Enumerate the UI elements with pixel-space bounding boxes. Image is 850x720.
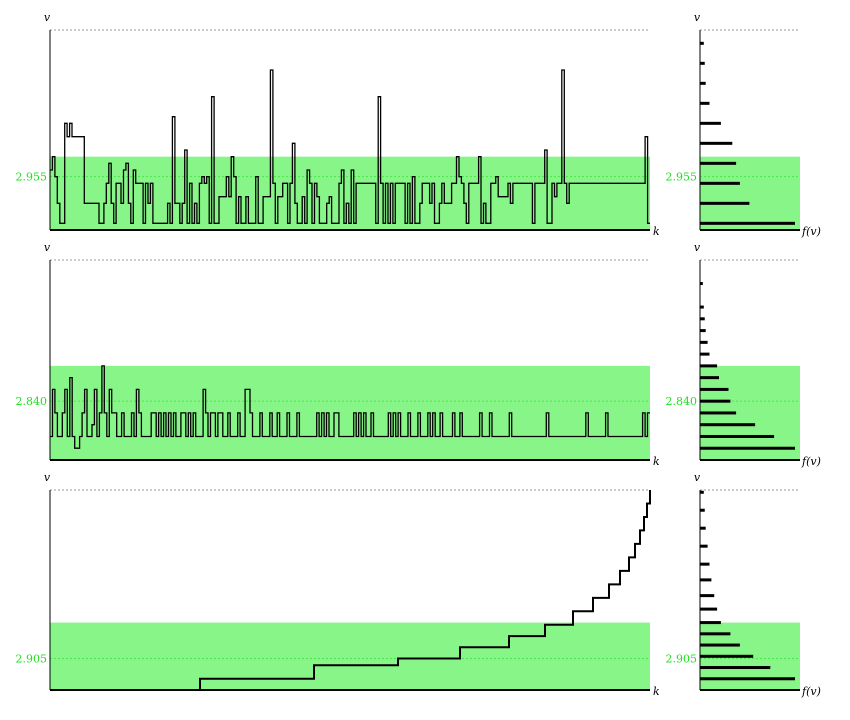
hist-bar xyxy=(700,544,708,548)
trace-green-band xyxy=(50,622,650,690)
hist-bar xyxy=(700,352,710,356)
hist-bar xyxy=(700,141,733,145)
tick-label: 2.955 xyxy=(666,171,698,184)
hist-bar xyxy=(700,446,795,450)
axis-label-v: v xyxy=(44,241,51,254)
hist-bar xyxy=(700,161,737,165)
axis-label-fv: f(v) xyxy=(801,225,821,238)
tick-label: 2.905 xyxy=(16,653,48,666)
axis-label-v: v xyxy=(694,241,701,254)
axis-label-k: k xyxy=(653,685,660,698)
tick-label: 2.905 xyxy=(666,653,698,666)
hist-bar xyxy=(700,305,704,309)
trace-green-band xyxy=(50,365,650,460)
axis-label-fv: f(v) xyxy=(801,455,821,468)
axis-label-v: v xyxy=(694,471,701,484)
hist-bar xyxy=(700,282,703,286)
hist-bar xyxy=(700,387,729,391)
axis-label-v: v xyxy=(44,11,51,24)
hist-bar xyxy=(700,221,795,225)
tick-label: 2.955 xyxy=(16,171,48,184)
panel-1 xyxy=(49,29,800,231)
hist-bar xyxy=(700,677,795,681)
hist-bar xyxy=(700,594,715,598)
tick-label: 2.840 xyxy=(16,395,48,408)
hist-bar xyxy=(700,41,704,45)
hist-bar xyxy=(700,376,719,380)
panel-3 xyxy=(49,489,800,691)
hist-bar xyxy=(700,434,775,438)
axis-label-k: k xyxy=(653,455,660,468)
axis-label-k: k xyxy=(653,225,660,238)
hist-bar xyxy=(700,411,737,415)
axis-label-v: v xyxy=(44,471,51,484)
hist-bar xyxy=(700,632,731,636)
hist-bar xyxy=(700,526,706,530)
hist-bar xyxy=(700,578,712,582)
hist-bar xyxy=(700,329,706,333)
series-trace-line xyxy=(50,365,650,449)
hist-bar xyxy=(700,607,718,611)
hist-bar xyxy=(700,121,721,125)
panel-2 xyxy=(49,259,800,461)
axis-label-fv: f(v) xyxy=(801,685,821,698)
hist-bar xyxy=(700,490,704,494)
hist-bar xyxy=(700,181,740,185)
hist-bar xyxy=(700,562,710,566)
hist-bar xyxy=(700,61,705,65)
axis-label-v: v xyxy=(694,11,701,24)
hist-bar xyxy=(700,81,706,85)
hist-bar xyxy=(700,666,771,670)
hist-bar xyxy=(700,508,705,512)
hist-bar xyxy=(700,621,721,625)
hist-bar xyxy=(700,101,710,105)
hist-bar xyxy=(700,201,750,205)
hist-bar xyxy=(700,654,754,658)
tick-label: 2.840 xyxy=(666,395,698,408)
hist-bar xyxy=(700,340,708,344)
hist-bar xyxy=(700,423,756,427)
series-trace-line xyxy=(50,490,651,691)
trace-green-band xyxy=(50,156,650,230)
series-trace-line xyxy=(50,69,650,224)
hist-green-band xyxy=(700,156,800,230)
hist-bar xyxy=(700,317,705,321)
hist-bar xyxy=(700,399,731,403)
hist-bar xyxy=(700,364,718,368)
hist-bar xyxy=(700,643,740,647)
